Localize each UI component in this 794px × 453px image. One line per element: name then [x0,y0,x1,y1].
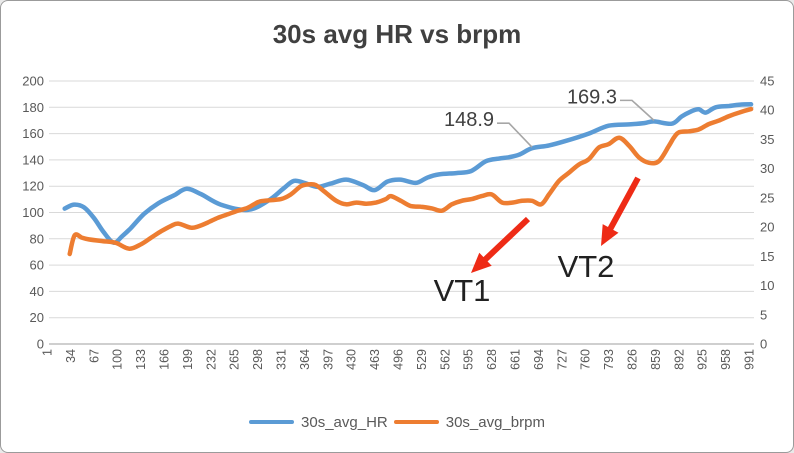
right-axis-tick-label: 45 [760,74,774,89]
x-axis-tick-label: 166 [158,349,172,370]
x-axis-tick-label: 694 [532,349,546,370]
series-line-30s_avg_brpm [67,106,754,257]
left-axis-tick-label: 200 [22,74,44,89]
right-axis-tick-label: 15 [760,249,774,264]
right-axis-tick-label: 5 [760,307,767,322]
left-axis-tick-label: 40 [30,284,44,299]
right-axis-tick-label: 20 [760,220,774,235]
left-axis-tick-label: 80 [30,231,44,246]
arrow-head-icon-vt2 [601,224,619,246]
annotation-callout-line [497,122,533,148]
legend-line-swatch [393,419,439,425]
left-axis-tick-label: 120 [22,179,44,194]
annotation-label: 169.3 [567,86,617,108]
left-axis-tick-label: 0 [37,337,44,352]
vt1-label: VT1 [434,273,491,308]
arrow-head-icon-vt1 [471,252,492,273]
x-axis-tick-label: 1 [41,349,55,356]
chart-title: 30s avg HR vs brpm [272,19,522,49]
legend-item-30s_avg_brpm: 30s_avg_brpm [393,413,545,431]
x-axis-tick-label: 100 [111,349,125,370]
right-axis-tick-label: 35 [760,132,774,147]
left-axis-tick-label: 140 [22,152,44,167]
left-axis-tick-label: 20 [30,310,44,325]
x-axis-tick-label: 760 [579,349,593,370]
x-axis-tick-label: 265 [228,349,242,370]
x-axis-tick-label: 991 [743,349,757,370]
x-axis-tick-label: 595 [462,349,476,370]
x-axis-tick-label: 793 [602,349,616,370]
legend-label: 30s_avg_HR [301,413,388,431]
series-line-30s_avg_HR [62,102,754,245]
x-axis-tick-label: 661 [509,349,523,370]
right-axis-tick-label: 10 [760,278,774,293]
x-axis-tick-label: 430 [345,349,359,370]
x-axis-tick-label: 727 [555,349,569,370]
x-axis-tick-label: 562 [438,349,452,370]
left-axis-tick-label: 180 [22,100,44,115]
legend-label: 30s_avg_brpm [445,413,545,431]
arrow-shaft-vt2 [605,176,641,235]
x-axis-tick-label: 298 [251,349,265,370]
x-axis-tick-label: 859 [649,349,663,370]
legend-item-30s_avg_HR: 30s_avg_HR [249,414,388,431]
right-axis-tick-label: 0 [760,337,767,352]
right-axis-tick-label: 40 [760,103,774,118]
right-axis-tick-label: 30 [760,161,774,176]
left-axis-tick-label: 100 [22,205,44,220]
x-axis-tick-label: 826 [626,349,640,370]
x-axis-tick-label: 331 [275,349,289,370]
x-axis-tick-label: 34 [64,349,78,363]
x-axis-tick-label: 67 [87,349,101,363]
left-axis-tick-label: 60 [30,258,44,273]
legend-line-swatch [249,419,295,425]
x-axis-tick-label: 496 [392,349,406,370]
x-axis-tick-label: 958 [719,349,733,370]
x-axis-tick-label: 397 [321,349,335,370]
x-axis-tick-label: 232 [204,349,218,370]
right-axis-tick-label: 25 [760,190,774,205]
x-axis-tick-label: 628 [485,349,499,370]
vt2-label: VT2 [558,249,615,284]
x-axis-tick-label: 529 [415,349,429,370]
x-axis-tick-label: 925 [696,349,710,370]
legend: 30s_avg_HR 30s_avg_brpm [1,411,793,433]
x-axis-tick-label: 463 [368,349,382,370]
x-axis-tick-label: 364 [298,349,312,370]
x-axis-tick-label: 892 [672,349,686,370]
annotation-label: 148.9 [444,109,494,131]
left-axis-tick-label: 160 [22,126,44,141]
x-axis-tick-label: 133 [134,349,148,370]
x-axis-tick-label: 199 [181,349,195,370]
arrow-shaft-vt1 [479,216,531,265]
annotation-callout-line [619,99,655,121]
